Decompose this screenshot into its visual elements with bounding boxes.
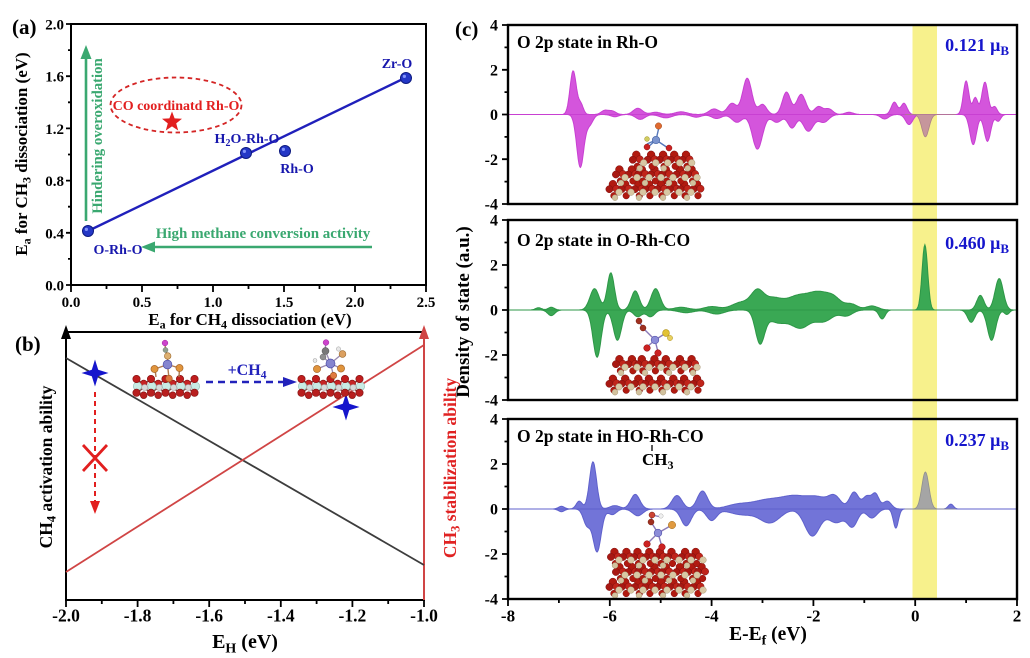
svg-text:1.6: 1.6 xyxy=(45,70,64,86)
svg-text:2.5: 2.5 xyxy=(417,295,436,311)
svg-text:CH3: CH3 xyxy=(642,450,674,472)
svg-text:Hindering overoxidation: Hindering overoxidation xyxy=(90,58,106,214)
svg-text:-4: -4 xyxy=(485,197,498,214)
svg-text:H2O-Rh-O: H2O-Rh-O xyxy=(215,132,280,149)
svg-text:O 2p state in HO-Rh-CO: O 2p state in HO-Rh-CO xyxy=(517,426,704,446)
svg-text:2: 2 xyxy=(490,457,498,474)
svg-text:-2.0: -2.0 xyxy=(52,606,80,626)
svg-text:-1.2: -1.2 xyxy=(339,606,367,626)
svg-text:CO coordinatd Rh-O: CO coordinatd Rh-O xyxy=(113,99,240,114)
svg-text:0.460 μB: 0.460 μB xyxy=(945,233,1009,256)
svg-text:-4: -4 xyxy=(705,607,720,626)
svg-text:(c): (c) xyxy=(455,17,478,41)
svg-text:-8: -8 xyxy=(501,607,515,626)
svg-text:-6: -6 xyxy=(603,607,617,626)
svg-text:-4: -4 xyxy=(485,393,498,410)
svg-text:Ea for CH4 dissociation (eV): Ea for CH4 dissociation (eV) xyxy=(148,310,351,332)
svg-text:O 2p state in Rh-O: O 2p state in Rh-O xyxy=(517,32,658,52)
svg-text:4: 4 xyxy=(490,18,498,35)
svg-text:Density of state (a.u.): Density of state (a.u.) xyxy=(453,226,474,398)
svg-text:0: 0 xyxy=(490,502,498,519)
svg-text:+CH4: +CH4 xyxy=(228,362,267,382)
svg-text:0.121 μB: 0.121 μB xyxy=(945,35,1009,58)
svg-text:-4: -4 xyxy=(485,592,498,609)
svg-text:(a): (a) xyxy=(12,15,37,39)
svg-text:2: 2 xyxy=(490,258,498,275)
svg-text:E-Ef (eV): E-Ef (eV) xyxy=(729,624,807,649)
svg-text:Zr-O: Zr-O xyxy=(382,57,413,72)
svg-text:1.5: 1.5 xyxy=(275,295,294,311)
svg-text:0.4: 0.4 xyxy=(45,226,64,242)
svg-text:-1.8: -1.8 xyxy=(124,606,152,626)
svg-text:Rh-O: Rh-O xyxy=(280,162,314,177)
svg-text:-1.0: -1.0 xyxy=(410,606,438,626)
svg-text:0.8: 0.8 xyxy=(45,174,64,190)
svg-text:1.0: 1.0 xyxy=(204,295,223,311)
svg-text:2.0: 2.0 xyxy=(45,18,64,34)
svg-text:0: 0 xyxy=(490,107,498,124)
svg-text:-2: -2 xyxy=(485,152,498,169)
svg-text:4: 4 xyxy=(490,213,498,230)
svg-text:High methane conversion activi: High methane conversion activity xyxy=(156,226,371,242)
svg-text:0: 0 xyxy=(490,303,498,320)
svg-text:0.0: 0.0 xyxy=(45,279,64,295)
svg-text:CH4 activation ability: CH4 activation ability xyxy=(36,385,59,548)
svg-text:-2: -2 xyxy=(485,547,498,564)
svg-text:CH3 stabilization ability: CH3 stabilization ability xyxy=(440,378,463,559)
svg-text:-1.4: -1.4 xyxy=(267,606,295,626)
svg-text:O-Rh-O: O-Rh-O xyxy=(94,243,143,258)
svg-text:-2: -2 xyxy=(806,607,820,626)
svg-text:-2: -2 xyxy=(485,348,498,365)
svg-text:Ea for CH3 dissociation (eV): Ea for CH3 dissociation (eV) xyxy=(12,52,34,255)
svg-text:1.2: 1.2 xyxy=(45,122,64,138)
svg-text:-1.6: -1.6 xyxy=(195,606,223,626)
svg-text:4: 4 xyxy=(490,412,498,429)
svg-text:0.0: 0.0 xyxy=(62,295,81,311)
svg-text:O 2p state in O-Rh-CO: O 2p state in O-Rh-CO xyxy=(517,230,690,250)
svg-text:(b): (b) xyxy=(15,332,41,356)
svg-text:0.5: 0.5 xyxy=(133,295,152,311)
svg-text:0.237 μB: 0.237 μB xyxy=(945,430,1009,453)
svg-text:2: 2 xyxy=(1013,607,1022,626)
svg-text:2.0: 2.0 xyxy=(346,295,365,311)
svg-text:2: 2 xyxy=(490,62,498,79)
svg-text:0: 0 xyxy=(911,607,920,626)
svg-text:EH (eV): EH (eV) xyxy=(212,631,278,657)
